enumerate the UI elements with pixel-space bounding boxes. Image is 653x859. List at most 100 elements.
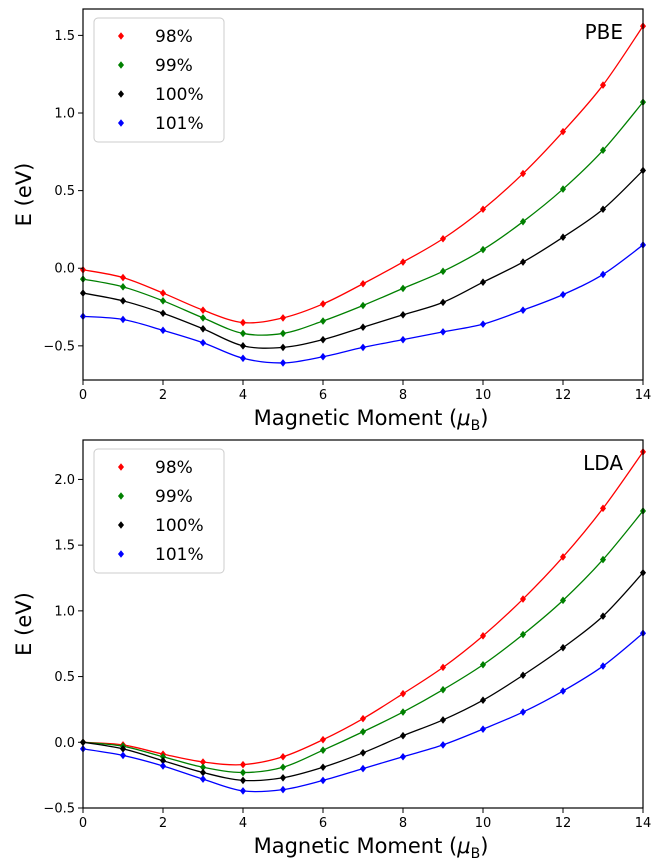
data-point — [559, 643, 567, 652]
legend-box — [93, 448, 225, 574]
data-point — [359, 343, 367, 352]
legend-label: 100% — [155, 516, 204, 536]
data-point — [239, 342, 247, 350]
x-tick-label: 14 — [635, 388, 652, 403]
data-point — [479, 696, 487, 705]
legend-marker — [117, 61, 125, 69]
data-point — [199, 763, 207, 772]
data-point — [239, 787, 247, 795]
legend-marker — [117, 119, 125, 127]
data-point — [479, 660, 487, 669]
data-point — [559, 290, 567, 299]
data-point — [399, 284, 407, 293]
data-point — [599, 146, 607, 155]
x-tick-label: 8 — [399, 816, 407, 831]
data-point — [279, 329, 287, 338]
data-point — [239, 768, 247, 777]
data-point — [359, 301, 367, 310]
data-point — [279, 763, 287, 772]
data-point — [519, 671, 527, 680]
y-tick-label: 2.0 — [54, 473, 75, 488]
legend-label: 101% — [155, 114, 204, 134]
x-tick-label: 4 — [239, 388, 247, 403]
data-point — [599, 81, 607, 89]
data-point — [359, 749, 367, 757]
data-point — [599, 612, 607, 620]
chart-panel-pbe: 0 2 4 6 8 10 12 14 −0.5 0.0 0.5 1.0 1.5 Magnetic Mome… — [12, 8, 652, 434]
data-point — [399, 708, 407, 716]
data-point — [239, 318, 247, 327]
data-point — [119, 745, 127, 753]
panel-label: PBE — [585, 20, 623, 44]
data-point — [399, 731, 407, 740]
data-point — [199, 324, 207, 333]
data-point — [319, 776, 327, 785]
data-point — [399, 335, 407, 344]
data-point — [439, 685, 447, 694]
data-point — [439, 328, 447, 336]
data-point — [479, 725, 487, 733]
data-point — [479, 320, 487, 328]
data-point — [519, 708, 527, 716]
legend-label: 99% — [155, 56, 193, 76]
data-point — [519, 595, 527, 603]
data-point — [599, 205, 607, 214]
data-point — [559, 553, 567, 561]
data-point — [359, 764, 367, 773]
data-point — [239, 329, 247, 338]
data-point — [239, 760, 247, 769]
y-axis-title: E (eV) — [12, 592, 36, 656]
legend: 98% 99% 100% 101% — [93, 17, 225, 143]
data-point — [239, 776, 247, 785]
legend-marker — [117, 90, 125, 98]
data-point — [159, 762, 167, 770]
legend-marker — [117, 32, 125, 40]
data-point — [159, 309, 167, 318]
legend-label: 99% — [155, 487, 193, 507]
data-point — [359, 714, 367, 723]
data-point — [559, 127, 567, 136]
data-point — [319, 317, 327, 325]
data-point — [479, 245, 487, 254]
data-point — [479, 205, 487, 214]
legend-label: 98% — [155, 27, 193, 47]
data-point — [319, 735, 327, 744]
y-tick-label: −0.5 — [43, 802, 75, 817]
data-point — [599, 504, 607, 513]
data-point — [119, 315, 127, 324]
legend-label: 100% — [155, 85, 204, 105]
data-point — [439, 716, 447, 724]
y-tick-label: −0.5 — [43, 339, 75, 354]
legend-marker — [117, 550, 125, 558]
data-point — [599, 662, 607, 670]
data-point — [559, 687, 567, 695]
data-point — [119, 283, 127, 291]
data-point — [279, 752, 287, 761]
x-tick-label: 10 — [475, 816, 492, 831]
y-axis-title: E (eV) — [12, 163, 36, 227]
data-point — [279, 359, 287, 367]
legend-marker — [117, 521, 125, 529]
data-point — [279, 785, 287, 794]
data-point — [519, 169, 527, 178]
data-point — [199, 314, 207, 322]
data-point — [399, 258, 407, 266]
legend-marker — [117, 492, 125, 500]
data-point — [199, 775, 207, 783]
legend-label: 101% — [155, 545, 204, 565]
y-tick-label: 1.0 — [54, 604, 75, 619]
data-point — [399, 752, 407, 761]
data-point — [559, 185, 567, 193]
data-point — [159, 752, 167, 761]
y-tick-label: 1.5 — [54, 539, 75, 554]
data-point — [199, 306, 207, 314]
data-point — [279, 773, 287, 782]
y-tick-label: 0.0 — [54, 736, 75, 751]
data-point — [319, 763, 327, 772]
data-point — [159, 297, 167, 305]
data-point — [599, 555, 607, 564]
y-tick-label: 1.0 — [54, 107, 75, 122]
x-tick-label: 2 — [159, 388, 167, 403]
data-point — [479, 632, 487, 640]
data-point — [599, 270, 607, 279]
